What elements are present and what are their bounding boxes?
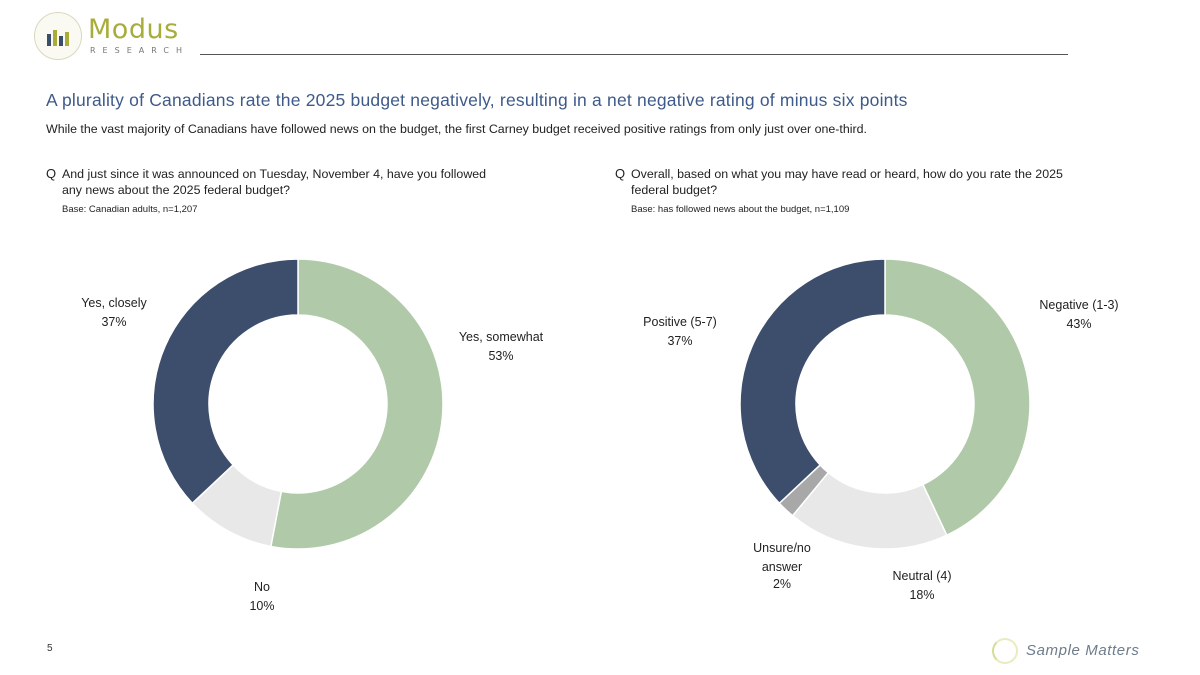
slice-value-label: 53% [488,349,513,363]
question-budget-rating: Q Overall, based on what you may have re… [615,166,1155,216]
slice-category-label: Negative (1-3) [1039,298,1118,312]
donut-chart-followed-news: Yes, somewhat 53% No 10% Yes, closely 37% [81,258,544,613]
slice-category-label: Neutral (4) [892,569,951,583]
question-base: Base: Canadian adults, n=1,207 [62,204,198,215]
logo-wordmark: Modus [88,14,179,45]
donut-chart-budget-rating: Negative (1-3) 43% Neutral (4) 18% Unsure/no… [643,258,1119,602]
question-line: any news about the 2025 federal budget? [62,183,291,197]
question-line: federal budget? [631,183,718,197]
header-divider [200,54,1068,55]
slice-category-label: Yes, closely [81,296,147,310]
logo-subtitle: RESEARCH [90,46,189,55]
slice-category-label: Positive (5-7) [643,315,717,329]
question-text: Overall, based on what you may have read… [631,166,1063,198]
logo-emblem [34,12,82,60]
question-marker: Q [615,166,626,181]
donut-slice [739,258,886,505]
question-followed-news: Q And just since it was announced on Tue… [46,166,586,216]
slice-value-label: 37% [101,315,126,329]
slice-category-label: Yes, somewhat [459,330,544,344]
slice-value-label: 10% [249,599,274,613]
slice-category-label: Unsure/no [753,541,811,555]
question-base: Base: has followed news about the budget… [631,204,850,215]
footer-tagline: Sample Matters [1026,642,1140,659]
slice-value-label: 43% [1066,317,1091,331]
donut-slice [884,258,1031,537]
question-text: And just since it was announced on Tuesd… [62,166,486,198]
donut-slice [269,258,444,550]
slide-title: A plurality of Canadians rate the 2025 b… [46,90,908,110]
brand-circle-icon [992,638,1018,664]
slice-category-label: answer [762,560,802,574]
footer-brand: Sample Matters [992,638,1162,668]
question-line: Overall, based on what you may have read… [631,167,1063,181]
slide-subtitle: While the vast majority of Canadians hav… [46,122,867,136]
modus-logo: Modus RESEARCH [34,12,204,68]
donut-slice [152,258,299,505]
bar-chart-icon [47,28,71,46]
question-marker: Q [46,166,57,181]
slice-category-label: No [254,580,270,594]
slice-value-label: 2% [773,577,791,591]
slice-value-label: 18% [909,588,934,602]
page-number: 5 [47,643,53,654]
slice-value-label: 37% [667,334,692,348]
question-line: And just since it was announced on Tuesd… [62,167,487,181]
